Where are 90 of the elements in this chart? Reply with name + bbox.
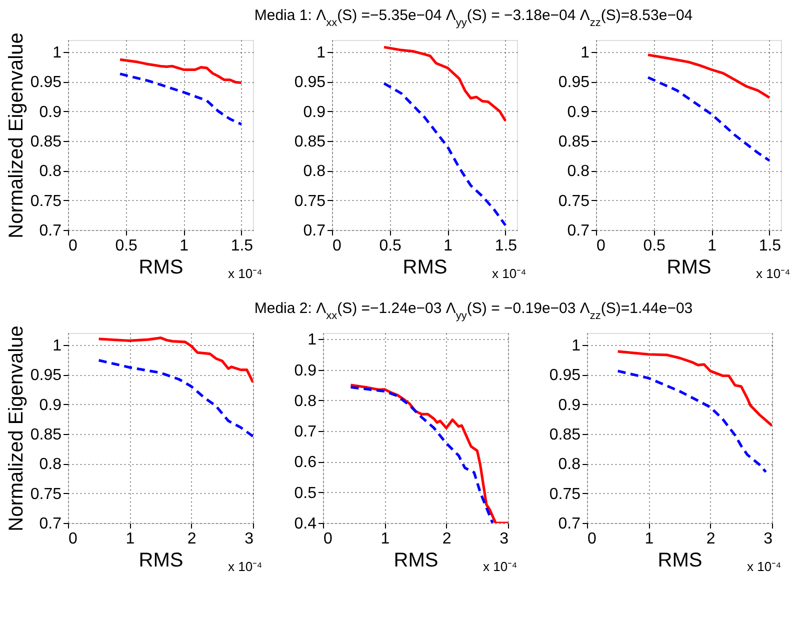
y-axis-title: Normalized Eigenvalue: [5, 326, 28, 532]
text: x 10⁻⁴: [228, 559, 262, 574]
x-tick-label: 0: [324, 530, 332, 548]
y-tick-label: 0.95: [30, 367, 62, 384]
line-series: [616, 370, 768, 474]
line-series: [98, 359, 253, 438]
y-tick-label: 0.9: [567, 104, 590, 121]
y-tick-label: 0.8: [567, 163, 590, 180]
x-tick-label: 0: [332, 238, 342, 254]
x-tick-label: 1.5: [230, 238, 254, 254]
text: x 10⁻⁴: [492, 266, 526, 281]
y-tick-label: 0.75: [558, 192, 590, 210]
x-tick-label: 2: [442, 530, 452, 548]
y-tick-label: 1: [308, 332, 317, 349]
y-tick-label: 0.85: [294, 133, 326, 150]
y-tick-label: 0.75: [30, 192, 62, 210]
y-tick-label: 0.75: [30, 486, 62, 503]
y-tick-label: 1: [316, 44, 326, 62]
x-tick-label: 1: [444, 238, 453, 254]
y-tick-label: 0.7: [39, 222, 62, 240]
text: x 10⁻⁴: [483, 559, 518, 574]
x-tick-label: 3: [764, 530, 773, 548]
line-series: [98, 336, 253, 384]
y-tick-label: 0.85: [549, 426, 581, 444]
y-tick-label: 0.9: [39, 104, 62, 121]
line-series: [616, 350, 772, 427]
x-tick-label: 1: [180, 238, 189, 254]
x-tick-label: 3: [244, 530, 254, 548]
y-tick-label: 0.8: [294, 392, 317, 410]
x-tick-label: 0: [68, 238, 78, 254]
x-tick-label: 1: [126, 530, 135, 548]
y-tick-label: 0.9: [303, 104, 326, 121]
x-tick-label: 1.5: [758, 238, 782, 254]
y-tick-label: 0.7: [303, 222, 326, 240]
y-tick-label: 0.85: [30, 426, 62, 444]
x-tick-label: 0: [68, 530, 78, 548]
y-tick-label: 0.8: [303, 163, 326, 180]
x-tick-label: 3: [500, 530, 509, 548]
y-tick-label: 0.8: [39, 163, 62, 180]
text: x 10⁻⁴: [756, 266, 790, 281]
y-tick-label: 0.8: [39, 456, 62, 474]
y-tick-label: 1: [572, 337, 581, 354]
x-tick-label: 0: [596, 238, 606, 254]
y-tick-label: 1: [580, 44, 590, 62]
x-axis-title: RMS: [138, 256, 184, 278]
y-tick-label: 0.7: [39, 516, 62, 532]
text: x 10⁻⁴: [747, 559, 782, 574]
y-tick-label: 0.6: [294, 454, 317, 472]
x-tick-label: 0.5: [379, 238, 402, 254]
line-series: [118, 72, 243, 126]
x-tick-label: 1: [708, 238, 717, 254]
y-tick-label: 1: [52, 337, 62, 354]
y-tick-label: 0.9: [39, 396, 62, 414]
x-axis-title: RMS: [658, 550, 702, 572]
y-tick-label: 0.4: [294, 516, 317, 532]
x-tick-label: 1: [380, 530, 390, 548]
y-tick-label: 0.75: [549, 486, 581, 503]
x-axis-title: RMS: [394, 550, 438, 572]
y-tick-label: 0.95: [294, 74, 326, 92]
x-axis-title: RMS: [138, 550, 184, 572]
y-tick-label: 0.75: [294, 192, 326, 210]
y-tick-label: 0.9: [294, 362, 317, 380]
line-series: [118, 58, 243, 84]
x-tick-label: 0.5: [643, 238, 666, 254]
x-axis-title: RMS: [666, 256, 712, 278]
line-series: [646, 54, 771, 99]
y-tick-label: 0.95: [558, 74, 590, 92]
y-tick-label: 0.85: [30, 133, 62, 150]
y-axis-title: Normalized Eigenvalue: [5, 32, 28, 238]
y-tick-label: 0.7: [558, 516, 581, 532]
x-tick-label: 0: [588, 530, 596, 548]
line-series: [382, 46, 507, 122]
line-series: [646, 76, 771, 162]
y-tick-label: 0.95: [30, 74, 62, 92]
line-series: [382, 82, 507, 227]
x-tick-label: 0.5: [115, 238, 138, 254]
y-tick-label: 0.9: [558, 396, 581, 414]
x-axis-title: RMS: [402, 256, 448, 278]
y-tick-label: 0.7: [294, 424, 317, 441]
y-tick-label: 0.7: [567, 222, 590, 240]
x-tick-label: 2: [706, 530, 716, 548]
y-tick-label: 1: [52, 44, 62, 62]
y-tick-label: 0.95: [549, 367, 581, 384]
y-tick-label: 0.8: [558, 456, 581, 474]
y-tick-label: 0.5: [294, 484, 317, 502]
x-tick-label: 1.5: [494, 238, 518, 254]
x-tick-label: 1: [644, 530, 654, 548]
text: x 10⁻⁴: [228, 266, 262, 281]
x-tick-label: 2: [187, 530, 196, 548]
y-tick-label: 0.85: [558, 133, 590, 150]
